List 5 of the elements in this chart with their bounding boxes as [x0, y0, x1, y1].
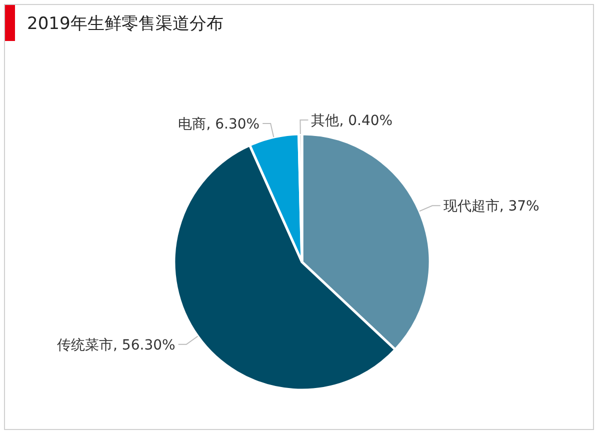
slice-label: 电商, 6.30% — [178, 116, 260, 133]
slice-label: 传统菜市, 56.30% — [57, 337, 176, 354]
slice-label: 现代超市, 37% — [443, 198, 540, 215]
slice-label: 其他, 0.40% — [311, 113, 393, 130]
chart-title: 2019年生鲜零售渠道分布 — [27, 13, 224, 35]
